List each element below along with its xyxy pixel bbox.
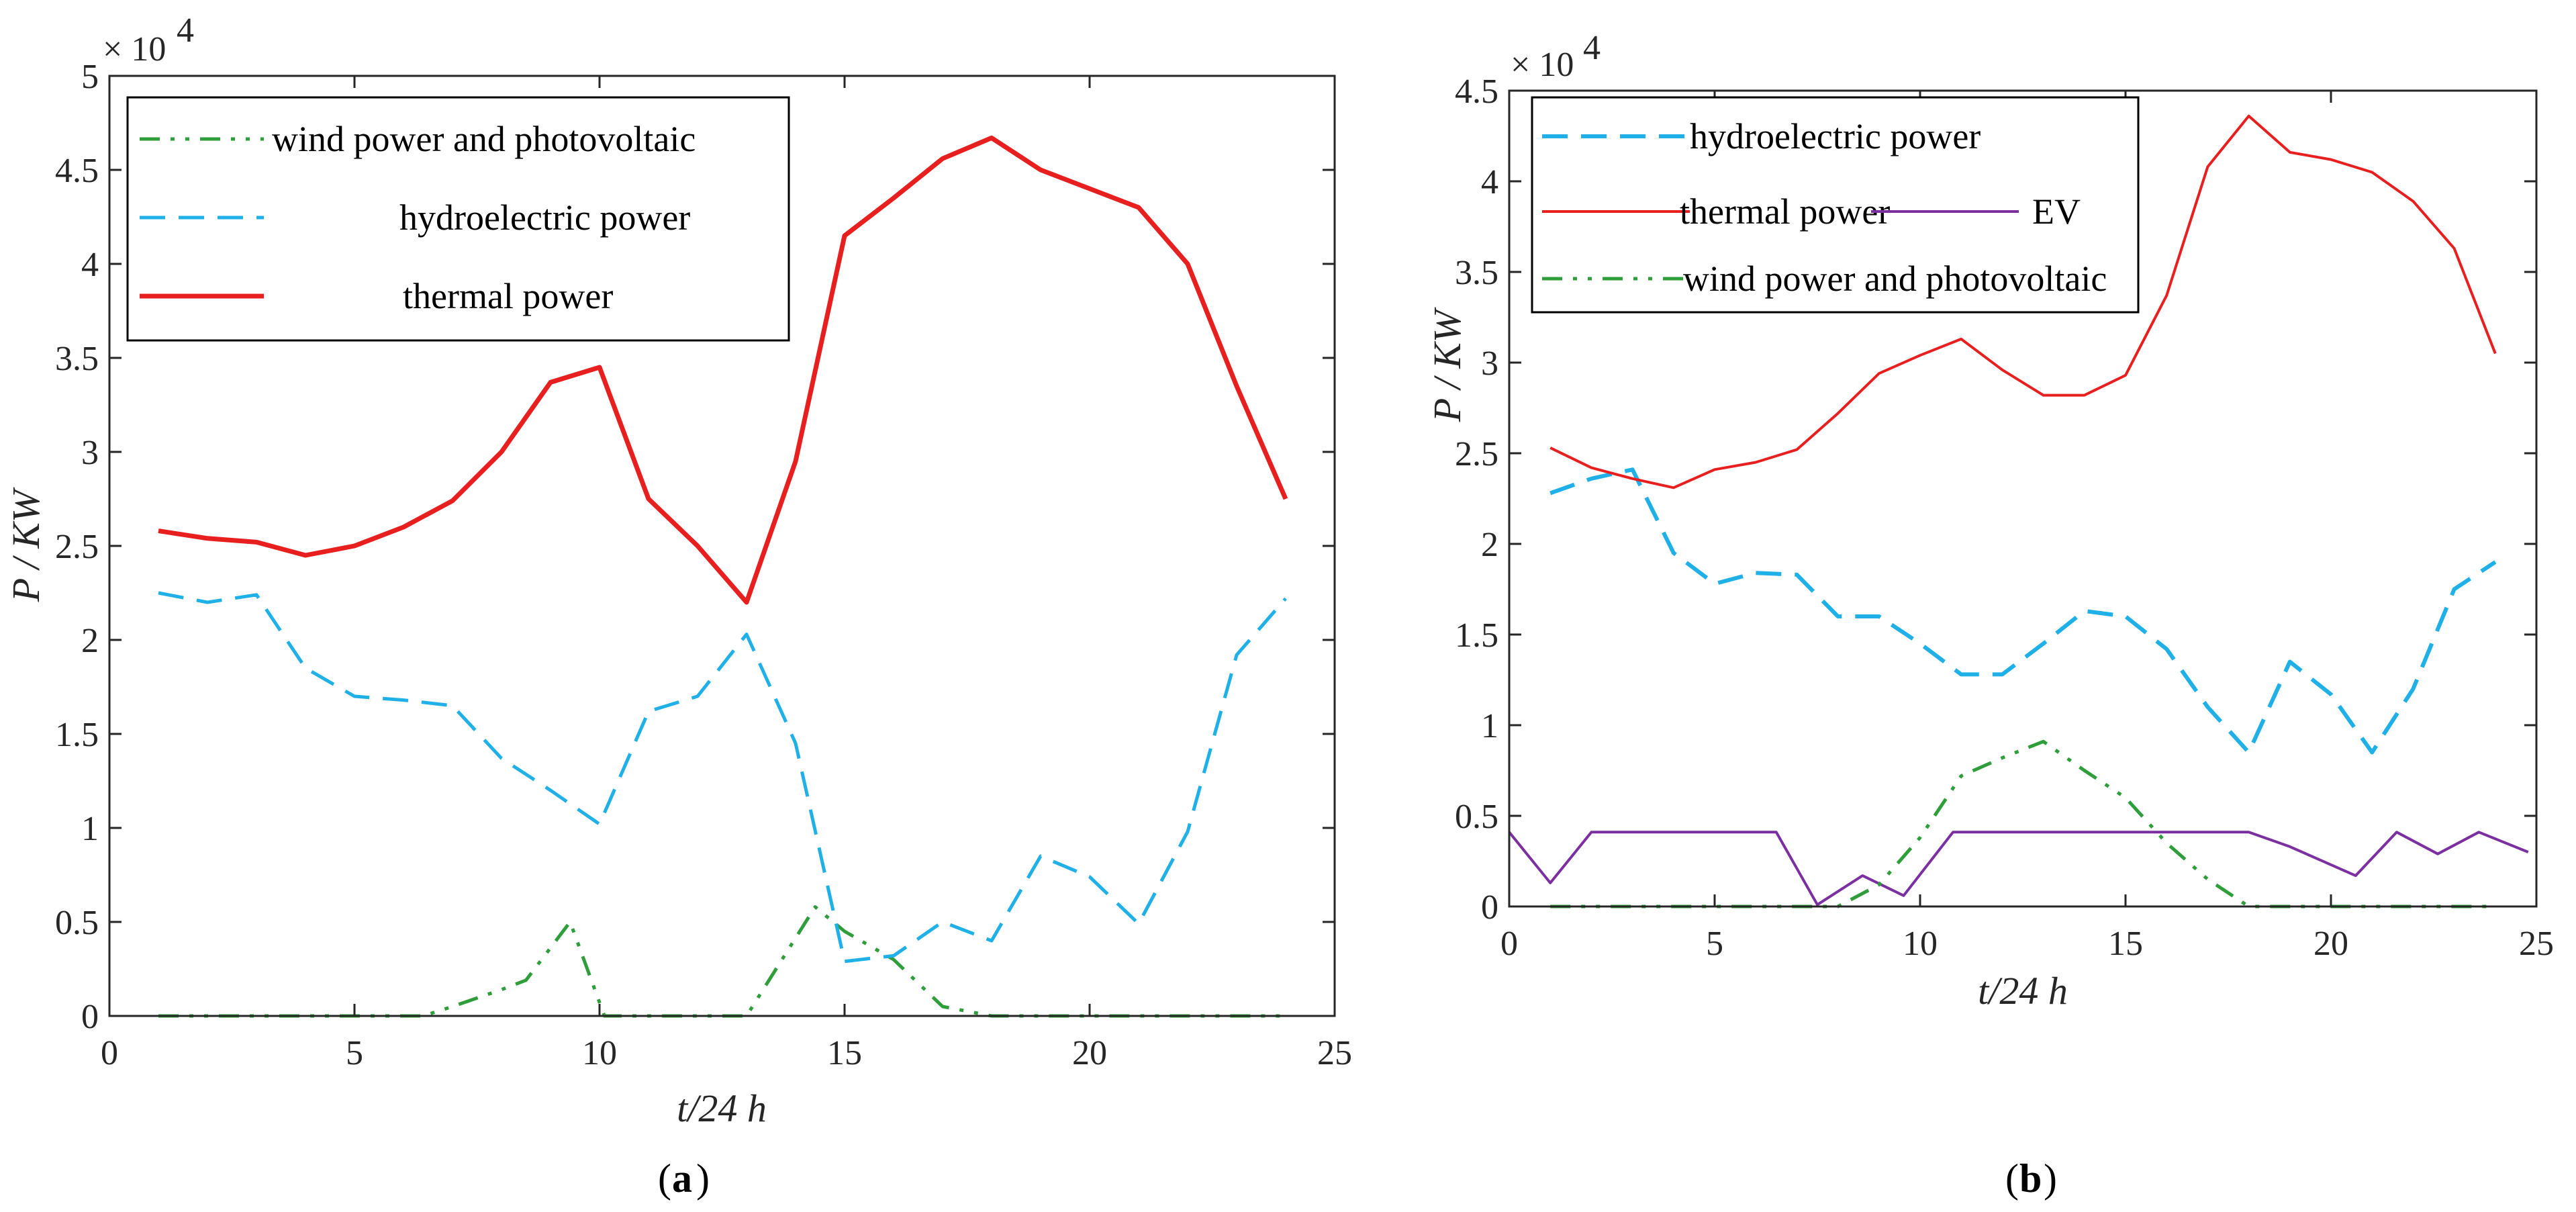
svg-text:(: (: [2005, 1156, 2019, 1201]
x-tick-label-b: 20: [2313, 925, 2348, 963]
y-tick-label-a: 0.5: [55, 904, 99, 942]
y-tick-label-b: 0.5: [1455, 798, 1498, 836]
x-tick-label-b: 25: [2519, 925, 2554, 963]
y-tick-label-b: 4: [1481, 163, 1498, 201]
y-tick-label-a: 4: [81, 246, 99, 284]
y-tick-label-a: 3: [81, 434, 99, 472]
y-exponent-base-a: × 10: [103, 30, 166, 68]
y-tick-label-b: 1.5: [1455, 616, 1498, 655]
x-tick-label-b: 15: [2108, 925, 2143, 963]
y-tick-label-b: 3.5: [1455, 254, 1498, 292]
legend-label-ev-b: EV: [2032, 191, 2081, 232]
legend-label-wind-power-and-photovoltaic-b: wind power and photovoltaic: [1683, 259, 2107, 299]
chart-panel-b: 0 5 10 15 20 25 0 0.5 1 1.5 2 2.5 3 3.5 4 4.5 × 10 4 t/…: [1425, 29, 2554, 1201]
series-line-thermal-power-b: [1549, 114, 2497, 490]
panel-caption-letter-a: a: [672, 1156, 692, 1201]
legend-label-thermal-power-b: thermal power: [1680, 191, 1890, 232]
y-tick-label-b: 2: [1481, 526, 1498, 564]
y-exponent-label-a: × 10 4: [103, 11, 194, 68]
panel-caption-b: ( b ): [2005, 1156, 2057, 1201]
y-axis-label-b: P / KW: [1425, 307, 1469, 422]
y-tick-label-a: 3.5: [55, 340, 99, 378]
y-exponent-power-b: 4: [1583, 29, 1601, 67]
legend-label-hydroelectric-power-a: hydroelectric power: [399, 197, 690, 238]
y-tick-label-b: 1: [1481, 707, 1498, 745]
y-tick-label-b: 2.5: [1455, 435, 1498, 473]
y-exponent-power-a: 4: [177, 11, 194, 50]
y-exponent-base-b: × 10: [1511, 46, 1574, 84]
y-tick-label-b: 0: [1481, 888, 1498, 927]
y-tick-label-a: 0: [81, 998, 99, 1036]
x-tick-label-b: 10: [1903, 925, 1938, 963]
x-axis-label-b: t/24 h: [1978, 969, 2068, 1013]
legend-label-hydroelectric-power-b: hydroelectric power: [1690, 116, 1981, 156]
legend-label-thermal-power-a: thermal power: [403, 276, 613, 316]
series-line-thermal-power-a: [158, 135, 1288, 605]
y-tick-label-a: 4.5: [55, 152, 99, 190]
x-tick-label-a: 5: [346, 1034, 363, 1072]
chart-panel-a: 0 5 10 15 20 25 0 0.5 1 1.5 2 2.5 3 3.5 4 4.5 5 × 10 4 t…: [4, 11, 1352, 1201]
x-tick-label-b: 0: [1500, 925, 1518, 963]
y-exponent-label-b: × 10 4: [1511, 29, 1601, 84]
legend-label-wind-power-and-photovoltaic-a: wind power and photovoltaic: [272, 119, 696, 159]
y-tick-label-a: 1: [81, 810, 99, 848]
svg-text:): ): [2044, 1156, 2057, 1201]
x-tick-label-a: 15: [827, 1034, 862, 1072]
y-axis-label-a: P / KW: [4, 487, 48, 602]
y-tick-label-a: 2: [81, 622, 99, 660]
x-tick-label-a: 25: [1317, 1034, 1352, 1072]
x-tick-label-a: 0: [101, 1034, 118, 1072]
x-axis-label-a: t/24 h: [677, 1086, 767, 1130]
x-tick-label-b: 5: [1706, 925, 1723, 963]
y-tick-label-a: 5: [81, 58, 99, 96]
panel-caption-a: ( a ): [658, 1156, 710, 1201]
panel-caption-letter-b: b: [2019, 1156, 2042, 1201]
y-tick-label-b: 4.5: [1455, 73, 1498, 111]
y-tick-label-a: 1.5: [55, 716, 99, 754]
svg-text:(: (: [658, 1156, 671, 1201]
x-tick-label-a: 20: [1072, 1034, 1107, 1072]
svg-text:): ): [696, 1156, 710, 1201]
legend-box-b: [1531, 96, 2140, 314]
y-tick-label-b: 3: [1481, 344, 1498, 383]
x-tick-label-a: 10: [582, 1034, 617, 1072]
y-tick-label-a: 2.5: [55, 528, 99, 566]
series-line-ev-b: [1508, 831, 2529, 906]
series-line-hydroelectric-power-a: [158, 591, 1287, 964]
